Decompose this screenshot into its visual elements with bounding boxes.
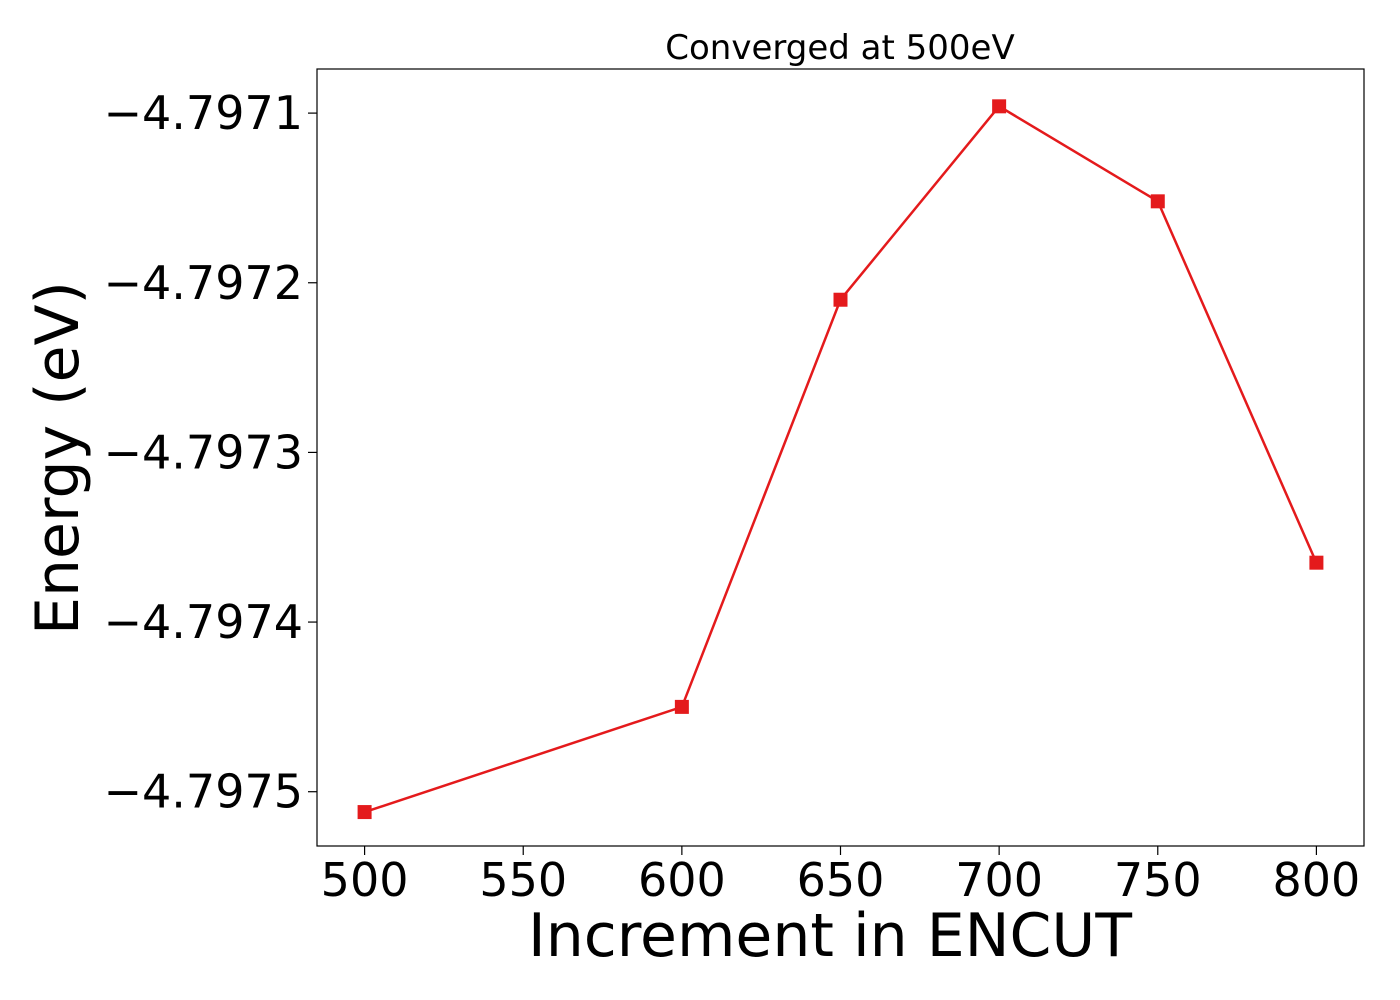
- x-axis-label: Increment in ENCUT: [528, 901, 1132, 971]
- x-tick-label: 500: [321, 853, 409, 907]
- plot-frame: [316, 68, 1365, 847]
- data-point-marker: [357, 805, 372, 820]
- x-tick-label: 650: [797, 853, 885, 907]
- y-axis-ticks: −4.7975 −4.7974 −4.7973 −4.7972 −4.7971: [104, 86, 317, 819]
- data-point-marker: [674, 699, 689, 714]
- y-tick-label: −4.7971: [104, 86, 304, 140]
- x-tick-label: 800: [1273, 853, 1361, 907]
- x-tick-label: 550: [479, 853, 567, 907]
- x-tick-label: 700: [955, 853, 1043, 907]
- x-axis-ticks: 500 550 600 650 700 750 800: [321, 846, 1361, 907]
- y-axis-label: Energy (eV): [23, 281, 93, 635]
- y-tick-label: −4.7975: [104, 765, 304, 819]
- series-line: [364, 104, 1318, 814]
- chart-title: Converged at 500eV: [665, 28, 1014, 68]
- data-point-marker: [992, 99, 1007, 114]
- y-tick-label: −4.7973: [104, 425, 304, 479]
- x-tick-label: 600: [638, 853, 726, 907]
- data-point-marker: [833, 292, 848, 307]
- y-tick-label: −4.7974: [104, 595, 304, 649]
- series-layer: [357, 99, 1324, 820]
- data-point-marker: [1150, 194, 1165, 209]
- y-tick-label: −4.7972: [104, 256, 304, 310]
- x-tick-label: 750: [1114, 853, 1202, 907]
- data-point-marker: [1309, 555, 1324, 570]
